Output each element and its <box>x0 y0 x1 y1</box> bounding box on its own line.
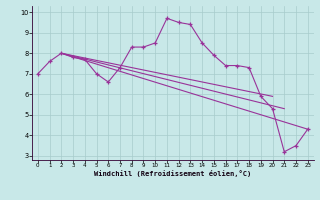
X-axis label: Windchill (Refroidissement éolien,°C): Windchill (Refroidissement éolien,°C) <box>94 170 252 177</box>
